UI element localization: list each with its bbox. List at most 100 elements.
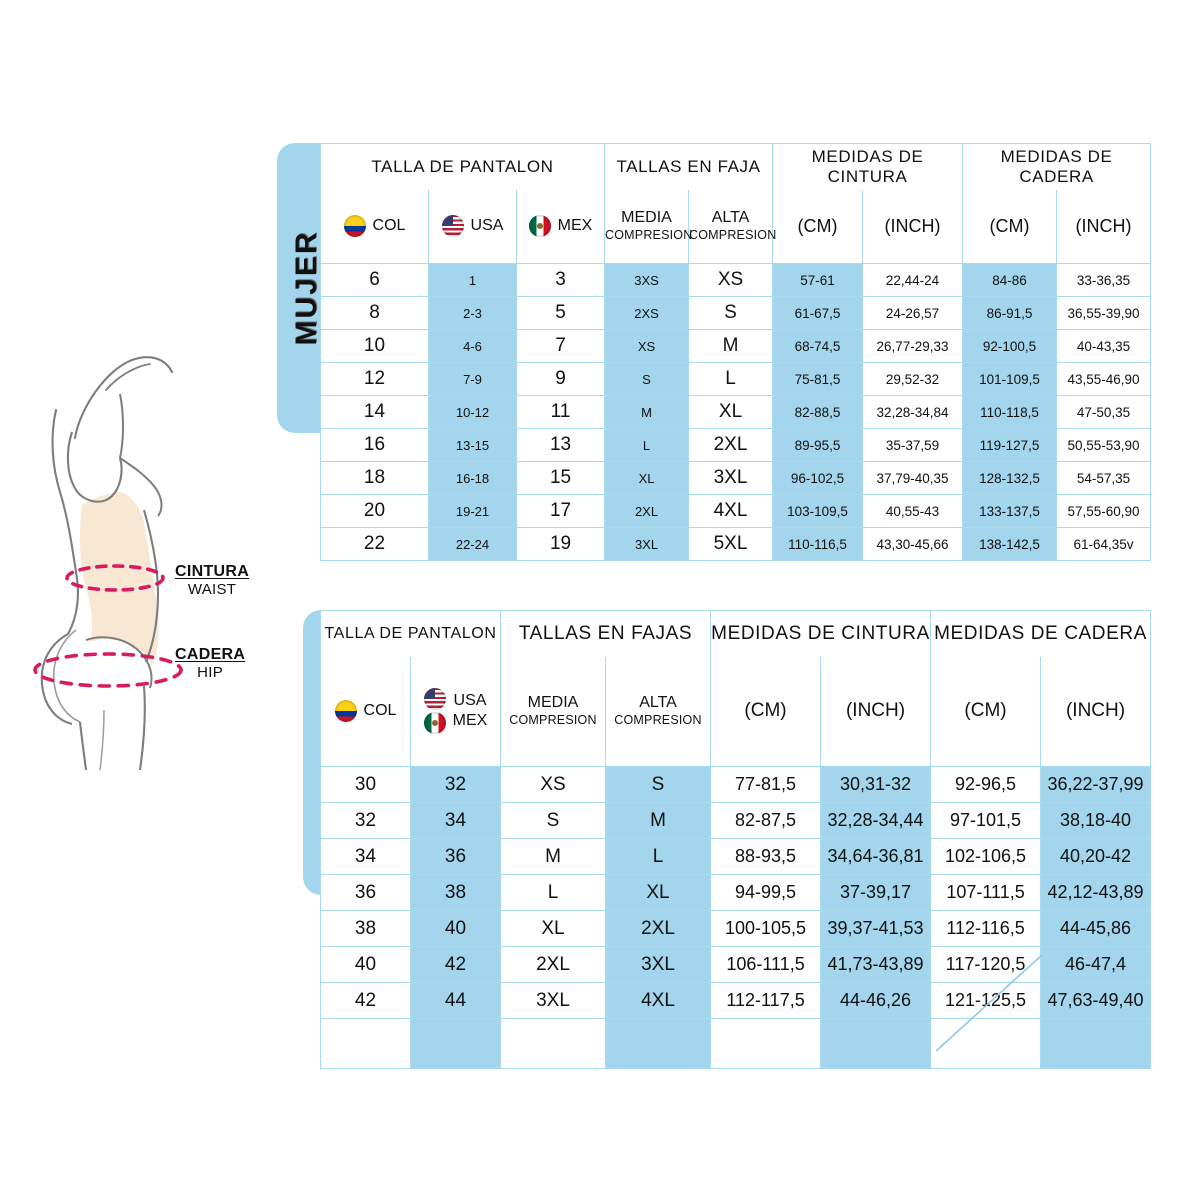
men-cell-waist-cm: 88-93,5 xyxy=(710,838,822,875)
upper-arm-line xyxy=(73,356,174,440)
women-group-header-waist: MEDIDAS DE CINTURA xyxy=(772,143,964,190)
women-cell-waist-inch: 29,52-32 xyxy=(862,362,964,396)
women-cell-usa: 10-12 xyxy=(428,395,517,429)
women-cell-hip-cm: 133-137,5 xyxy=(962,494,1058,528)
women-subheader-mex: MEX xyxy=(515,189,606,264)
women-cell-waist-cm: 89-95,5 xyxy=(772,428,864,462)
women-cell-alta: XS xyxy=(688,263,774,297)
hip-label-es: CADERA xyxy=(175,646,246,663)
men-mex-label: MEX xyxy=(452,712,488,730)
women-cell-usa: 19-21 xyxy=(428,494,517,528)
men-cell-waist-inch: 41,73-43,89 xyxy=(820,946,932,983)
hip-label: CADERA HIP xyxy=(175,646,245,681)
mexico-flag-icon xyxy=(528,215,551,238)
women-cell-waist-cm: 57-61 xyxy=(772,263,864,297)
women-cell-media: M xyxy=(604,395,690,429)
men-cell-media: M xyxy=(500,838,606,875)
women-media-line2: COMPRESION xyxy=(605,228,693,243)
men-cell-col: 34 xyxy=(320,838,411,875)
men-cell-col: 32 xyxy=(320,802,411,839)
men-cell-hip-inch: 38,18-40 xyxy=(1040,802,1152,839)
men-subheader-waist-inch: (INCH) xyxy=(820,656,932,767)
women-group-header-hip: MEDIDAS DE CADERA xyxy=(962,143,1152,190)
men-filler-cell xyxy=(500,1018,606,1069)
men-filler-cell xyxy=(930,1018,1042,1069)
women-cell-usa: 7-9 xyxy=(428,362,517,396)
women-col-label: COL xyxy=(372,217,406,235)
men-filler-cell xyxy=(604,1018,712,1069)
women-cell-hip-inch: 33-36,35 xyxy=(1056,263,1152,297)
men-cell-waist-inch: 44-46,26 xyxy=(820,982,932,1019)
waist-label-es: CINTURA xyxy=(175,563,250,580)
men-cell-usamex: 42 xyxy=(410,946,501,983)
bodysuit-fill xyxy=(79,491,159,666)
women-alta-line1: ALTA xyxy=(711,209,750,227)
waist-label-en: WAIST xyxy=(187,581,237,598)
women-cell-hip-inch: 57,55-60,90 xyxy=(1056,494,1152,528)
men-cell-alta: S xyxy=(604,766,712,803)
women-cell-hip-inch: 36,55-39,90 xyxy=(1056,296,1152,330)
women-cell-waist-cm: 61-67,5 xyxy=(772,296,864,330)
women-cell-hip-inch: 54-57,35 xyxy=(1056,461,1152,495)
colombia-flag-icon xyxy=(343,215,366,238)
women-table: TALLA DE PANTALON TALLAS EN FAJA MEDIDAS… xyxy=(319,143,1152,561)
table-row: 10 4-6 7 XS M 68-74,5 26,77-29,33 92-100,5 40-43… xyxy=(320,329,1152,363)
women-cell-media: 2XS xyxy=(604,296,690,330)
women-subheader-col: COL xyxy=(320,189,429,264)
table-row: 38 40 XL 2XL 100-105,5 39,37-41,53 112-116,5 44… xyxy=(320,910,1152,947)
women-cell-mex: 15 xyxy=(515,461,606,495)
women-media-line1: MEDIA xyxy=(621,209,672,227)
women-cell-usa: 2-3 xyxy=(428,296,517,330)
inner-leg-line xyxy=(99,709,105,770)
women-cell-waist-inch: 35-37,59 xyxy=(862,428,964,462)
men-filler-cell xyxy=(1040,1018,1152,1069)
back-arm-line xyxy=(51,408,62,494)
women-cell-waist-cm: 75-81,5 xyxy=(772,362,864,396)
women-cell-col: 12 xyxy=(320,362,429,396)
men-cell-waist-cm: 82-87,5 xyxy=(710,802,822,839)
women-cell-col: 10 xyxy=(320,329,429,363)
men-cell-media: 2XL xyxy=(500,946,606,983)
men-cell-media: XL xyxy=(500,910,606,947)
men-cell-usamex: 36 xyxy=(410,838,501,875)
men-subheader-media-compresion: MEDIA COMPRESION xyxy=(500,656,606,767)
men-cell-hip-inch: 47,63-49,40 xyxy=(1040,982,1152,1019)
men-col-label: COL xyxy=(363,702,397,720)
women-cell-mex: 19 xyxy=(515,527,606,561)
men-cell-hip-inch: 42,12-43,89 xyxy=(1040,874,1152,911)
women-cell-usa: 13-15 xyxy=(428,428,517,462)
men-cell-hip-cm: 92-96,5 xyxy=(930,766,1042,803)
men-cell-col: 38 xyxy=(320,910,411,947)
women-cell-mex: 7 xyxy=(515,329,606,363)
men-filler-cell xyxy=(410,1018,501,1069)
men-cell-hip-inch: 40,20-42 xyxy=(1040,838,1152,875)
men-cell-waist-inch: 32,28-34,44 xyxy=(820,802,932,839)
women-cell-media: XL xyxy=(604,461,690,495)
men-cell-col: 30 xyxy=(320,766,411,803)
women-subheader-waist-inch: (INCH) xyxy=(862,189,964,264)
men-cell-alta: 2XL xyxy=(604,910,712,947)
women-cell-col: 20 xyxy=(320,494,429,528)
men-cell-waist-cm: 94-99,5 xyxy=(710,874,822,911)
table-row: 36 38 L XL 94-99,5 37-39,17 107-111,5 42,12-43,… xyxy=(320,874,1152,911)
women-cell-hip-cm: 84-86 xyxy=(962,263,1058,297)
waist-measure-line xyxy=(65,564,165,592)
men-cell-waist-inch: 37-39,17 xyxy=(820,874,932,911)
table-row: 12 7-9 9 S L 75-81,5 29,52-32 101-109,5 43,55-46… xyxy=(320,362,1152,396)
women-cell-waist-inch: 26,77-29,33 xyxy=(862,329,964,363)
women-cell-waist-inch: 37,79-40,35 xyxy=(862,461,964,495)
table-row: 14 10-12 11 M XL 82-88,5 32,28-34,84 110-118,5 4… xyxy=(320,395,1152,429)
body-measurement-illustration xyxy=(20,350,290,770)
men-cell-hip-inch: 36,22-37,99 xyxy=(1040,766,1152,803)
women-cell-media: 3XL xyxy=(604,527,690,561)
men-cell-hip-cm: 121-125,5 xyxy=(930,982,1042,1019)
usa-flag-icon xyxy=(441,215,464,238)
table-row: 34 36 M L 88-93,5 34,64-36,81 102-106,5 40,20-4… xyxy=(320,838,1152,875)
women-subheader-media-compresion: MEDIA COMPRESION xyxy=(604,189,693,264)
table-row: 20 19-21 17 2XL 4XL 103-109,5 40,55-43 133-137,… xyxy=(320,494,1152,528)
women-cell-hip-cm: 128-132,5 xyxy=(962,461,1058,495)
men-cell-usamex: 38 xyxy=(410,874,501,911)
women-cell-mex: 3 xyxy=(515,263,606,297)
women-table-body: 6 1 3 3XS XS 57-61 22,44-24 84-86 33-36,35 8 2-3 5 2… xyxy=(320,263,1152,561)
women-cell-alta: 5XL xyxy=(688,527,774,561)
